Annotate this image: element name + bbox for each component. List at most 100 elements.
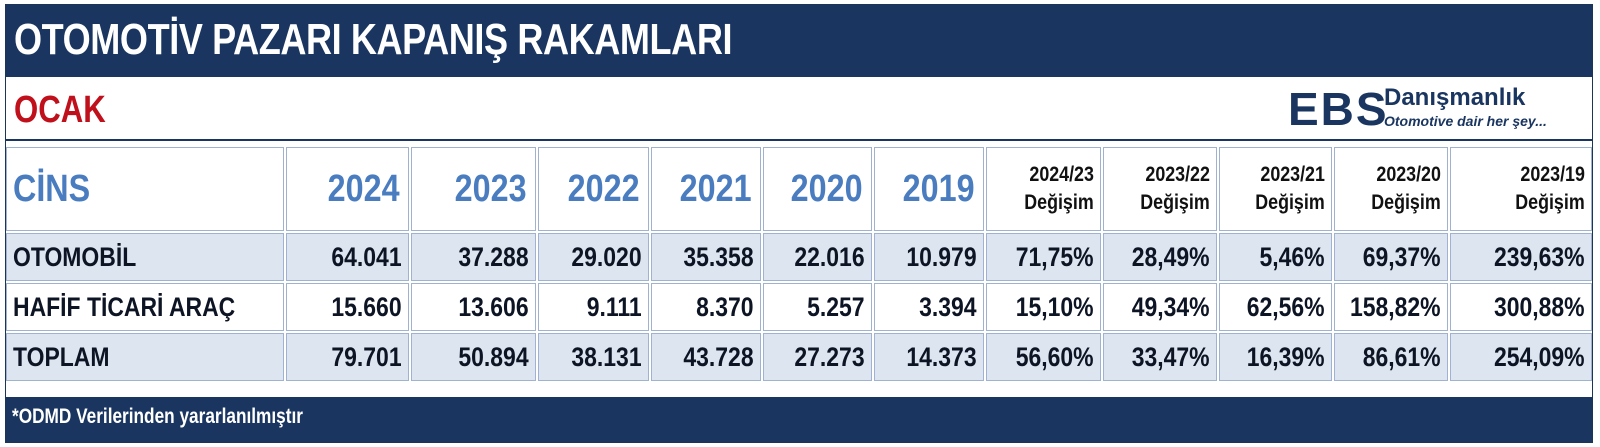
column-header-label: 2023 — [455, 167, 527, 210]
cell-value: 16,39% — [1247, 341, 1325, 372]
column-header-period: 2023/20 — [1376, 163, 1441, 186]
column-header-label: 2020 — [791, 167, 863, 210]
source-note: *ODMD Verilerinden yararlanılmıştır — [12, 405, 303, 428]
table-cell: 28,49% — [1103, 233, 1217, 281]
row-label-text: HAFİF TİCARİ ARAÇ — [13, 291, 236, 322]
table-cell: 14.373 — [874, 333, 984, 381]
row-label: HAFİF TİCARİ ARAÇ — [6, 283, 284, 331]
cell-value: 49,34% — [1132, 291, 1210, 322]
column-header-period: 2023/19 — [1520, 163, 1585, 186]
column-header-caption: Değişim — [1371, 191, 1441, 214]
cell-value: 14.373 — [906, 341, 977, 372]
column-header-change: 2023/21 Değişim — [1219, 147, 1332, 231]
column-header-change: 2023/22 Değişim — [1103, 147, 1217, 231]
table-cell: 10.979 — [874, 233, 984, 281]
title-bar: OTOMOTİV PAZARI KAPANIŞ RAKAMLARI — [6, 5, 1592, 77]
cell-value: 10.979 — [906, 241, 977, 272]
table-cell: 254,09% — [1450, 333, 1592, 381]
cell-value: 5.257 — [807, 291, 865, 322]
cell-value: 62,56% — [1247, 291, 1325, 322]
column-header-change: 2024/23 Değişim — [986, 147, 1101, 231]
table-cell: 5,46% — [1219, 233, 1332, 281]
table-cell: 3.394 — [874, 283, 984, 331]
column-header-year: 2024 — [286, 147, 409, 231]
footer-bar: *ODMD Verilerinden yararlanılmıştır — [6, 397, 1592, 442]
column-header-type: CİNS — [6, 147, 284, 231]
cell-value: 37.288 — [458, 241, 529, 272]
cell-value: 35.358 — [683, 241, 754, 272]
cell-value: 158,82% — [1350, 291, 1441, 322]
cell-value: 27.273 — [794, 341, 865, 372]
table-cell: 15,10% — [986, 283, 1101, 331]
cell-value: 239,63% — [1494, 241, 1585, 272]
cell-value: 56,60% — [1016, 341, 1094, 372]
logo-tagline: Otomotive dair her şey... — [1384, 113, 1547, 129]
cell-value: 50.894 — [458, 341, 529, 372]
table-cell: 64.041 — [286, 233, 409, 281]
table-cell: 158,82% — [1334, 283, 1448, 331]
column-header-year: 2021 — [651, 147, 761, 231]
table-cell: 71,75% — [986, 233, 1101, 281]
table-cell: 35.358 — [651, 233, 761, 281]
cell-value: 43.728 — [683, 341, 754, 372]
column-header-year: 2022 — [538, 147, 649, 231]
column-header-label: 2022 — [568, 167, 640, 210]
cell-value: 15.660 — [331, 291, 402, 322]
column-header-year: 2020 — [763, 147, 872, 231]
cell-value: 29.020 — [571, 241, 642, 272]
column-header-label: 2024 — [328, 167, 400, 210]
column-header-period: 2024/23 — [1029, 163, 1094, 186]
column-header-year: 2019 — [874, 147, 984, 231]
row-label-text: OTOMOBİL — [13, 241, 137, 272]
cell-value: 69,37% — [1363, 241, 1441, 272]
table-cell: 29.020 — [538, 233, 649, 281]
cell-value: 13.606 — [458, 291, 529, 322]
table-cell: 62,56% — [1219, 283, 1332, 331]
table-cell: 43.728 — [651, 333, 761, 381]
column-header-label: 2021 — [680, 167, 752, 210]
month-label: OCAK — [14, 89, 106, 131]
cell-value: 71,75% — [1016, 241, 1094, 272]
table-cell: 5.257 — [763, 283, 872, 331]
column-header-year: 2023 — [411, 147, 536, 231]
report-frame: OTOMOTİV PAZARI KAPANIŞ RAKAMLARI OCAK E… — [5, 4, 1593, 443]
table-cell: 8.370 — [651, 283, 761, 331]
row-label: OTOMOBİL — [6, 233, 284, 281]
cell-value: 254,09% — [1494, 341, 1585, 372]
table-cell: 37.288 — [411, 233, 536, 281]
column-header-period: 2023/21 — [1260, 163, 1325, 186]
table-cell: 16,39% — [1219, 333, 1332, 381]
table-cell: 50.894 — [411, 333, 536, 381]
column-header-change: 2023/19 Değişim — [1450, 147, 1592, 231]
column-header-period: 2023/22 — [1145, 163, 1210, 186]
column-header-label: 2019 — [903, 167, 975, 210]
table-cell: 56,60% — [986, 333, 1101, 381]
column-header-caption: Değişim — [1140, 191, 1210, 214]
cell-value: 8.370 — [696, 291, 754, 322]
table-cell: 69,37% — [1334, 233, 1448, 281]
cell-value: 64.041 — [331, 241, 402, 272]
table-cell: 38.131 — [538, 333, 649, 381]
column-header-label: CİNS — [13, 167, 91, 210]
logo-mark: EBS — [1288, 83, 1389, 135]
row-label: TOPLAM — [6, 333, 284, 381]
column-header-caption: Değişim — [1255, 191, 1325, 214]
table-cell: 9.111 — [538, 283, 649, 331]
cell-value: 3.394 — [919, 291, 977, 322]
column-header-caption: Değişim — [1515, 191, 1585, 214]
table-cell: 300,88% — [1450, 283, 1592, 331]
row-label-text: TOPLAM — [13, 341, 110, 372]
column-header-caption: Değişim — [1024, 191, 1094, 214]
table-cell: 79.701 — [286, 333, 409, 381]
cell-value: 79.701 — [331, 341, 402, 372]
cell-value: 15,10% — [1016, 291, 1094, 322]
cell-value: 9.111 — [587, 291, 642, 322]
page-title: OTOMOTİV PAZARI KAPANIŞ RAKAMLARI — [14, 15, 733, 64]
table-cell: 27.273 — [763, 333, 872, 381]
cell-value: 5,46% — [1259, 241, 1325, 272]
cell-value: 33,47% — [1132, 341, 1210, 372]
logo-name: Danışmanlık — [1384, 84, 1526, 111]
table-cell: 33,47% — [1103, 333, 1217, 381]
cell-value: 28,49% — [1132, 241, 1210, 272]
table-cell: 15.660 — [286, 283, 409, 331]
